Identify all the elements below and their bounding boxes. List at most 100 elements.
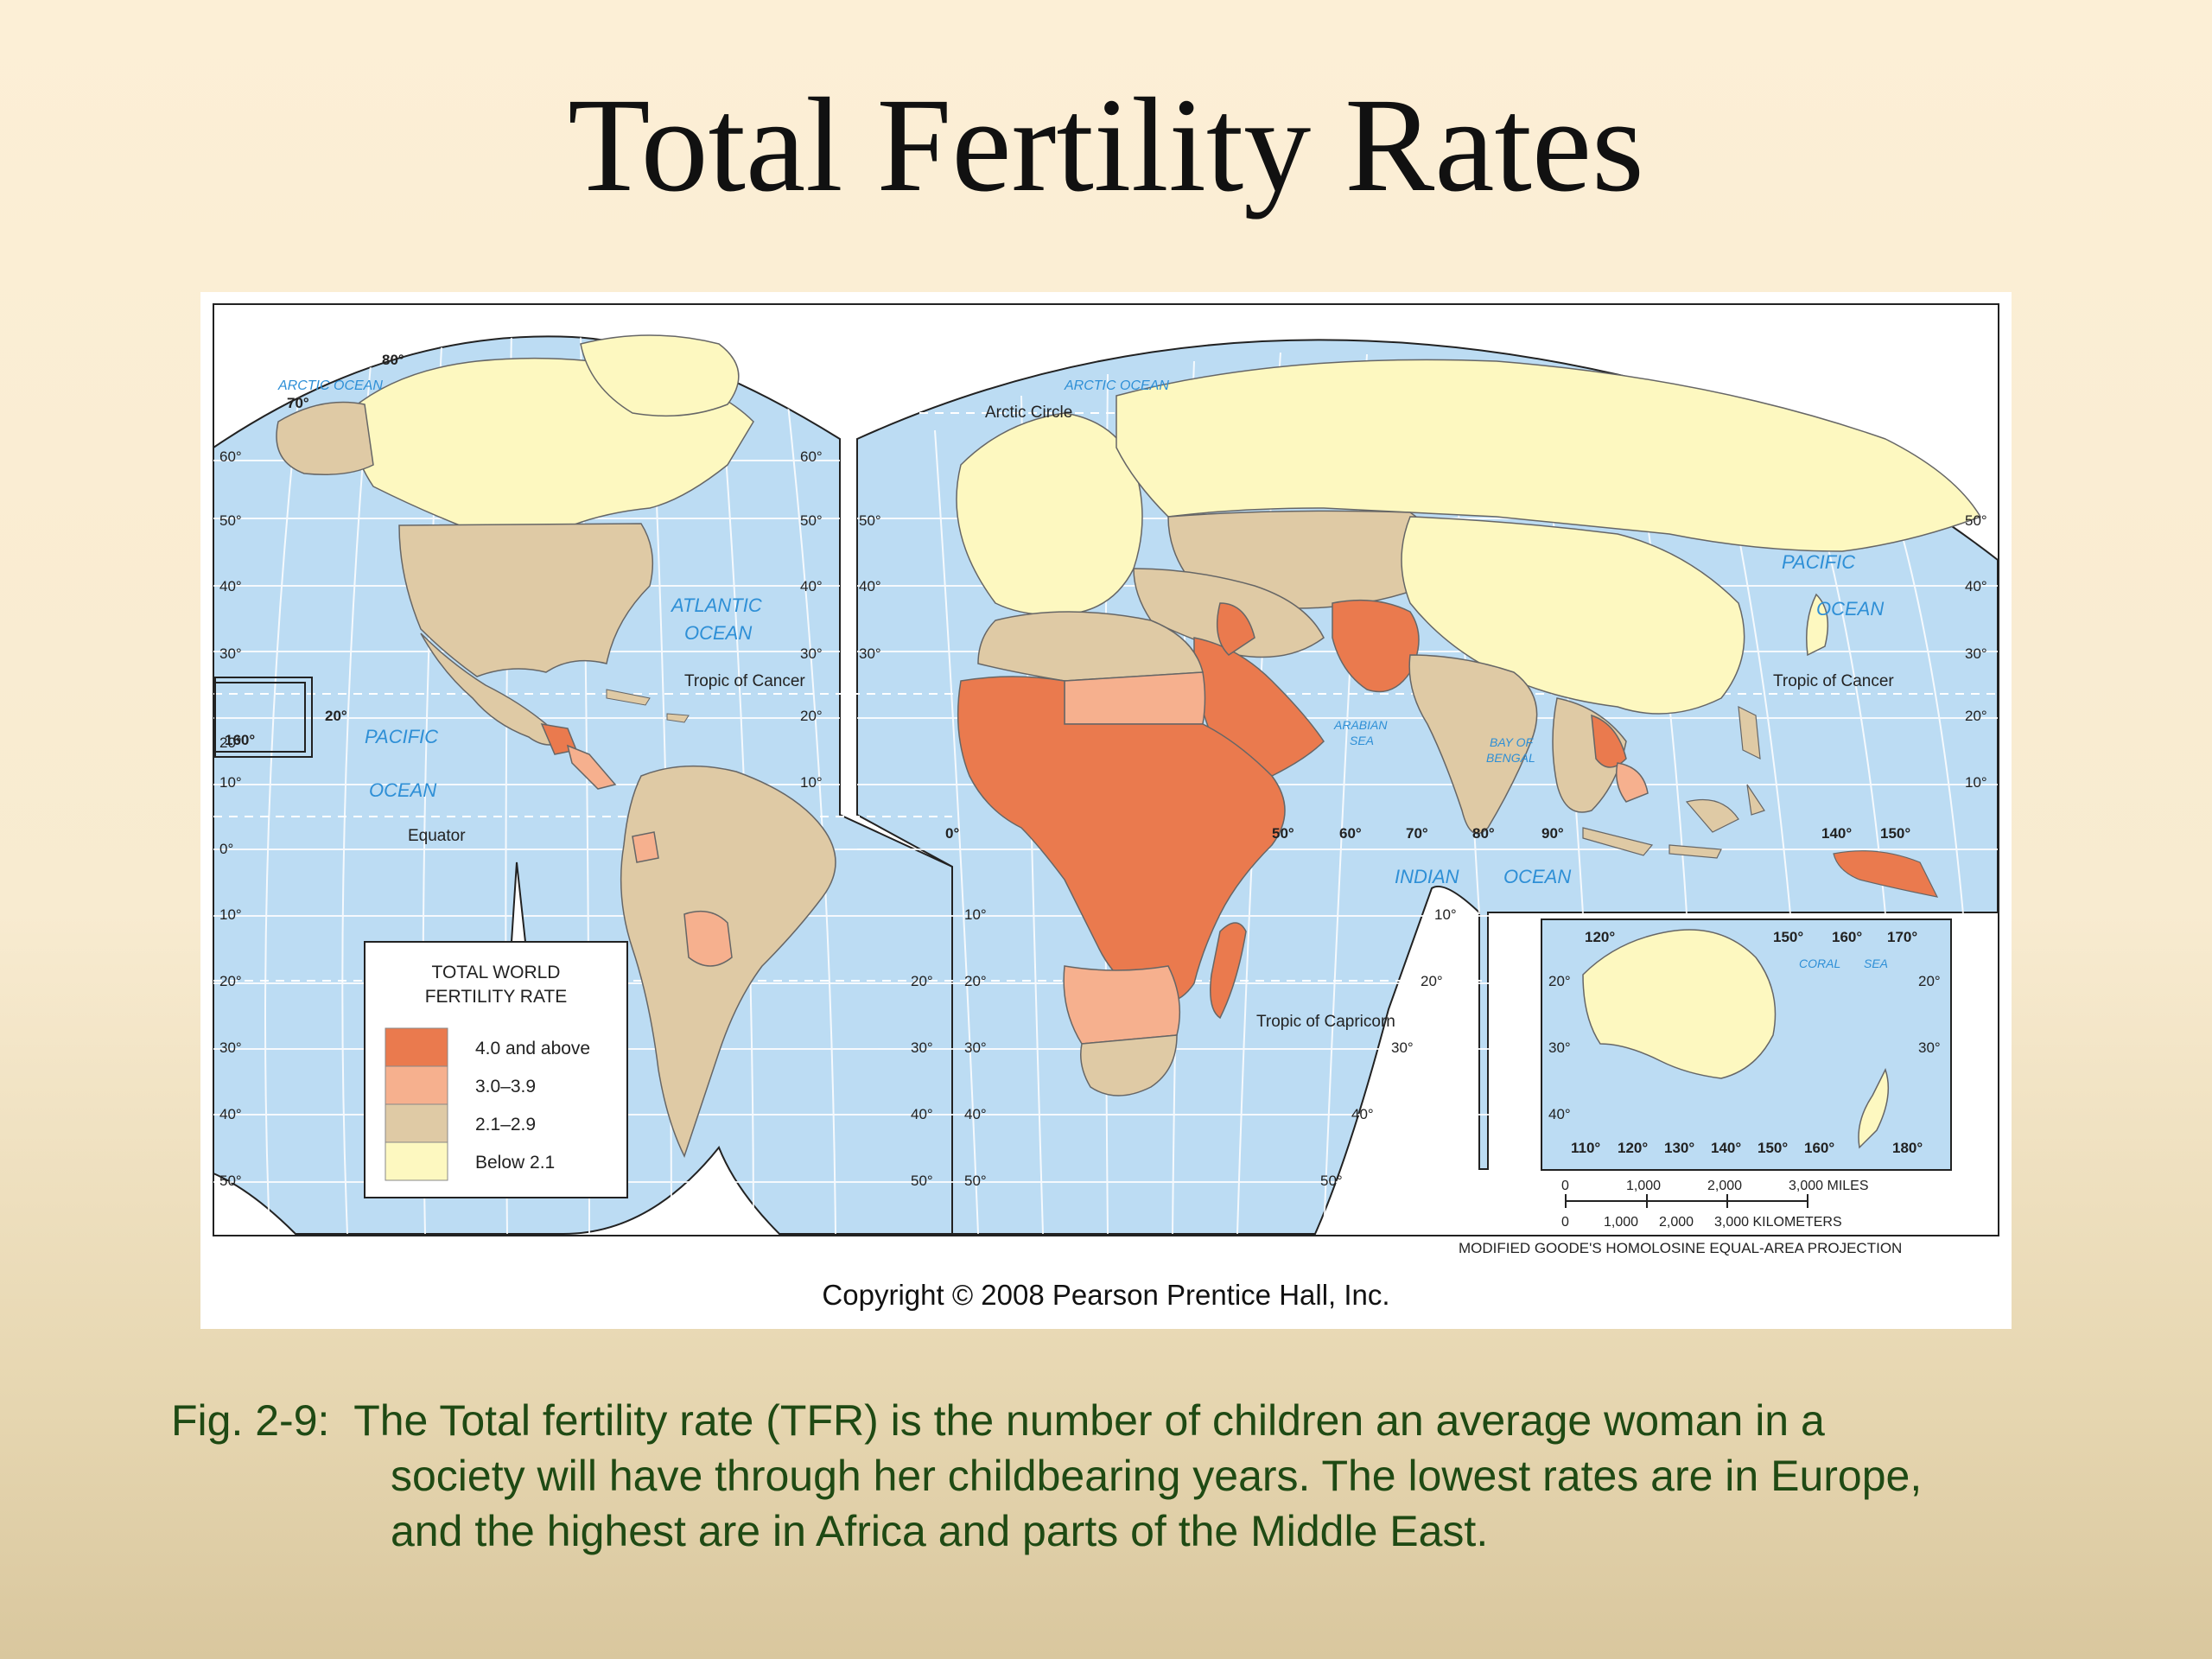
lon-label: 130° [1664, 1140, 1694, 1156]
land-south-america [620, 765, 836, 1158]
caption-text-1: The Total fertility rate (TFR) is the nu… [353, 1396, 1825, 1445]
lon-label: 60° [1339, 825, 1362, 842]
land-madagascar [1210, 922, 1247, 1020]
legend-label: Below 2.1 [475, 1153, 555, 1173]
label-equator: Equator [408, 827, 466, 845]
lat-label: 30° [800, 645, 823, 662]
land-new-zealand [1858, 1068, 1890, 1149]
legend-swatch [385, 1103, 448, 1143]
land-subsaharan-africa [957, 676, 1286, 1004]
lat-label: 30° [1918, 1039, 1941, 1056]
ocean-label-pacific-left-1: PACIFIC [365, 726, 438, 747]
land-north-africa-tan [977, 611, 1204, 682]
legend-title-line2: FERTILITY RATE [425, 987, 568, 1007]
land-egypt-libya [1064, 671, 1206, 725]
ocean-label-pacific-right-2: OCEAN [1816, 598, 1884, 620]
ocean-label-bengal-1: BAY OF [1490, 735, 1535, 749]
lat-label: 20° [1548, 973, 1571, 989]
caption-line-2: society will have through her childbeari… [391, 1452, 1923, 1500]
caption-label: Fig. 2-9: [171, 1396, 330, 1445]
lat-label: 20° [800, 708, 823, 724]
lat-label: 30° [219, 645, 242, 662]
lat-label: 10° [800, 774, 823, 791]
projection-label: MODIFIED GOODE'S HOMOLOSINE EQUAL-AREA P… [1459, 1240, 1902, 1256]
land-indonesia [1582, 784, 1765, 859]
lat-label: 40° [1548, 1106, 1571, 1122]
lon-label: 160° [1804, 1140, 1834, 1156]
land-india [1408, 654, 1538, 835]
legend: TOTAL WORLD FERTILITY RATE 4.0 and above… [364, 861, 628, 1198]
lat-label: 20° [911, 973, 933, 989]
lat-label: 30° [1391, 1039, 1414, 1056]
lat-label: 40° [911, 1106, 933, 1122]
land-central-america-mid [566, 744, 617, 790]
land-new-guinea [1833, 850, 1939, 898]
legend-swatch [385, 1027, 448, 1067]
land-south-africa [1080, 1034, 1178, 1096]
ocean-label-bengal-2: BENGAL [1486, 751, 1535, 765]
lat-label: 0° [219, 841, 233, 857]
copyright-notice: Copyright © 2008 Pearson Prentice Hall, … [822, 1279, 1390, 1311]
longitude-labels: 0° 50° 60° 70° 80° 90° 140° 150° 120° 15… [225, 352, 1923, 1156]
legend-label: 2.1–2.9 [475, 1115, 536, 1135]
lat-label: 50° [1965, 512, 1987, 529]
scale-miles-tick: 3,000 MILES [1789, 1179, 1869, 1193]
land-southern-africa [1063, 965, 1181, 1045]
lat-label: 20° [1421, 973, 1443, 989]
lat-label: 40° [859, 578, 881, 594]
lat-label: 60° [219, 448, 242, 465]
slide-title: Total Fertility Rates [568, 70, 1644, 219]
lat-label: 30° [964, 1039, 987, 1056]
scale-km-tick: 1,000 [1604, 1215, 1638, 1230]
ocean-label-pacific-left-2: OCEAN [369, 779, 436, 801]
label-tropic-cancer-left: Tropic of Cancer [684, 672, 805, 690]
lat-label: 50° [800, 512, 823, 529]
scale-miles-tick: 2,000 [1707, 1179, 1742, 1193]
ocean-label-arctic-right: ARCTIC OCEAN [1064, 378, 1169, 393]
lon-label: 90° [1541, 825, 1564, 842]
ocean-label-coral-1: CORAL [1799, 957, 1840, 970]
lon-label: 150° [1773, 929, 1803, 945]
lon-label: 140° [1711, 1140, 1741, 1156]
ocean-label-arctic-left: ARCTIC OCEAN [277, 378, 383, 393]
lon-label: 150° [1758, 1140, 1788, 1156]
lat-label: 10° [219, 774, 242, 791]
land-russia [1116, 359, 1982, 552]
lat-label: 10° [964, 906, 987, 923]
scale-bar: 0 1,000 2,000 3,000 MILES 0 1,000 2,000 … [1459, 1179, 1902, 1256]
land-japan [1806, 593, 1829, 657]
land-cambodia [1616, 762, 1649, 803]
ocean-labels: ARCTIC OCEAN ARCTIC OCEAN ATLANTIC OCEAN… [277, 378, 1888, 970]
lon-label: 120° [1585, 929, 1615, 945]
lon-label: 150° [1880, 825, 1910, 842]
lat-label: 40° [1351, 1106, 1374, 1122]
land-caribbean [606, 689, 690, 723]
legend-swatch [385, 1065, 448, 1105]
lat-label: 40° [219, 1106, 242, 1122]
lat-label: 40° [1965, 578, 1987, 594]
ocean-label-arabian-1: ARABIAN [1333, 718, 1388, 732]
land-philippines [1738, 705, 1761, 760]
lat-label: 40° [800, 578, 823, 594]
scale-km-tick: 0 [1561, 1215, 1569, 1230]
ocean-label-indian-1: INDIAN [1395, 866, 1459, 887]
land-europe [956, 412, 1143, 616]
lat-label: 40° [964, 1106, 987, 1122]
lat-label: 40° [219, 578, 242, 594]
lon-label: 180° [1892, 1140, 1923, 1156]
caption-line-3: and the highest are in Africa and parts … [391, 1507, 1489, 1555]
land-iraq [1216, 602, 1255, 656]
lat-label: 30° [219, 1039, 242, 1056]
lat-label: 20° [964, 973, 987, 989]
land-usa [398, 523, 654, 677]
label-tropic-capricorn: Tropic of Capricorn [1256, 1013, 1395, 1031]
lon-label: 170° [1887, 929, 1917, 945]
lat-label: 30° [1965, 645, 1987, 662]
lon-label: 160° [1832, 929, 1862, 945]
lon-label: 160° [225, 732, 255, 748]
lat-label: 20° [219, 734, 242, 751]
fertility-map-figure: ARCTIC OCEAN ARCTIC OCEAN ATLANTIC OCEAN… [200, 292, 2012, 1329]
lat-label: 20° [1918, 973, 1941, 989]
land-greenland [580, 334, 740, 417]
lat-label: 30° [1548, 1039, 1571, 1056]
